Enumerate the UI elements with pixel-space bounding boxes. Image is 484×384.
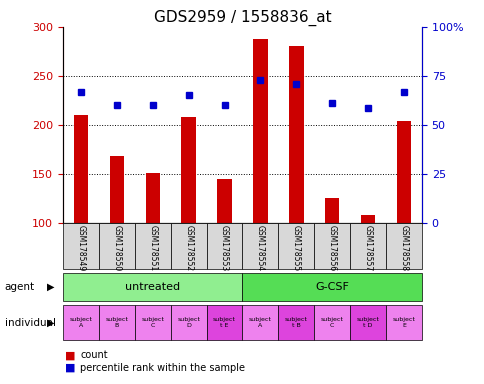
Text: GSM178557: GSM178557: [363, 225, 372, 271]
Text: GSM178555: GSM178555: [291, 225, 300, 271]
Text: ■: ■: [65, 350, 76, 360]
Text: percentile rank within the sample: percentile rank within the sample: [80, 363, 244, 373]
Bar: [109, 156, 124, 223]
Text: subject
t E: subject t E: [212, 317, 236, 328]
Text: GSM178554: GSM178554: [256, 225, 264, 271]
Bar: [181, 117, 196, 223]
Text: untreated: untreated: [125, 282, 180, 292]
Bar: [288, 46, 303, 223]
Text: subject
A: subject A: [69, 317, 92, 328]
Text: GSM178558: GSM178558: [399, 225, 408, 271]
Title: GDS2959 / 1558836_at: GDS2959 / 1558836_at: [153, 9, 331, 25]
Bar: [253, 39, 267, 223]
Text: subject
A: subject A: [248, 317, 272, 328]
Bar: [396, 121, 410, 223]
Text: individual: individual: [5, 318, 56, 328]
Text: ■: ■: [65, 363, 76, 373]
Text: GSM178551: GSM178551: [148, 225, 157, 271]
Text: GSM178556: GSM178556: [327, 225, 336, 271]
Text: subject
B: subject B: [105, 317, 128, 328]
Bar: [324, 198, 339, 223]
Text: subject
C: subject C: [141, 317, 164, 328]
Text: subject
t D: subject t D: [356, 317, 379, 328]
Text: subject
t B: subject t B: [284, 317, 307, 328]
Text: GSM178553: GSM178553: [220, 225, 228, 271]
Text: subject
D: subject D: [177, 317, 200, 328]
Text: subject
E: subject E: [392, 317, 415, 328]
Text: count: count: [80, 350, 107, 360]
Text: subject
C: subject C: [320, 317, 343, 328]
Bar: [145, 173, 160, 223]
Text: ▶: ▶: [47, 318, 55, 328]
Text: agent: agent: [5, 282, 35, 292]
Text: GSM178552: GSM178552: [184, 225, 193, 271]
Text: ▶: ▶: [47, 282, 55, 292]
Text: GSM178550: GSM178550: [112, 225, 121, 271]
Bar: [74, 115, 88, 223]
Text: G-CSF: G-CSF: [315, 282, 348, 292]
Text: GSM178549: GSM178549: [76, 225, 85, 271]
Bar: [360, 215, 375, 223]
Bar: [217, 179, 231, 223]
